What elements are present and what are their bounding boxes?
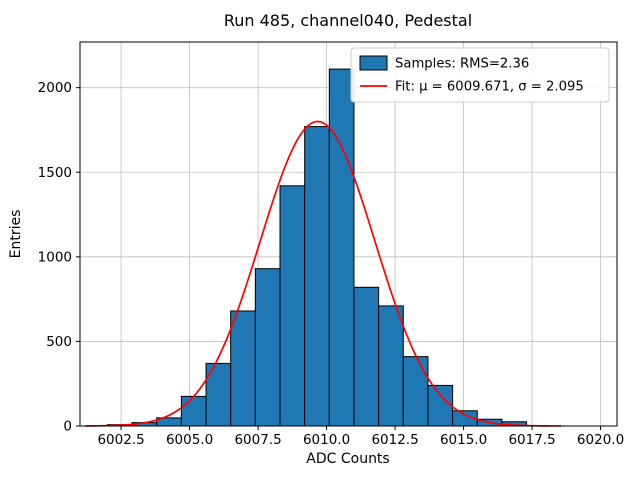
- y-tick-label: 2000: [38, 80, 72, 96]
- histogram-bar: [279, 185, 306, 427]
- chart-title: Run 485, channel040, Pedestal: [224, 11, 472, 30]
- x-tick-label: 6010.0: [303, 432, 350, 448]
- legend-box: [350, 47, 610, 103]
- histogram-bar: [353, 286, 380, 427]
- x-tick-label: 6007.5: [234, 432, 281, 448]
- histogram-bar: [328, 68, 355, 427]
- x-tick-label: 6002.5: [97, 432, 144, 448]
- y-tick-label: 0: [63, 419, 72, 435]
- legend-label: Fit: μ = 6009.671, σ = 2.095: [395, 80, 584, 95]
- histogram-bar: [427, 384, 454, 427]
- axes-frame: [79, 41, 618, 427]
- legend-label: Samples: RMS=2.36: [395, 57, 529, 72]
- legend-swatch-patch: [359, 55, 388, 71]
- y-tick-label: 1000: [38, 249, 72, 265]
- x-tick-label: 6017.5: [508, 432, 555, 448]
- x-tick-label: 6015.0: [440, 432, 487, 448]
- x-tick-label: 6012.5: [371, 432, 418, 448]
- histogram-bar: [378, 305, 404, 427]
- y-axis-label: Entries: [8, 210, 24, 259]
- x-axis-label: ADC Counts: [306, 451, 389, 467]
- gaussian-fit-line: [85, 120, 562, 427]
- histogram-bar: [402, 356, 429, 427]
- histogram-bar: [180, 395, 207, 427]
- histogram-bar: [304, 126, 330, 427]
- y-tick-label: 1500: [38, 165, 72, 181]
- histogram-bar: [230, 310, 256, 427]
- x-tick-label: 6005.0: [166, 432, 213, 448]
- y-tick-label: 500: [46, 334, 72, 350]
- histogram-bar: [254, 268, 281, 427]
- x-tick-label: 6020.0: [577, 432, 624, 448]
